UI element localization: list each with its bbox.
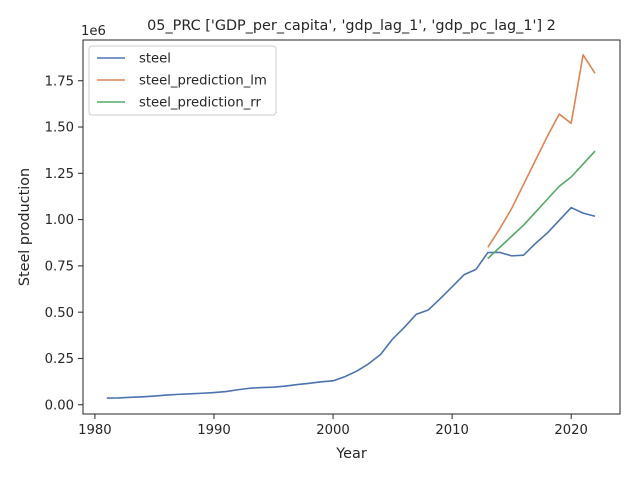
legend-box — [88, 45, 277, 116]
x-tick-label: 1990 — [197, 423, 231, 438]
y-tick-label: 0.00 — [45, 398, 74, 413]
axes-frame — [82, 39, 621, 415]
x-tick-label: 2020 — [554, 423, 588, 438]
y-tick-label: 1.75 — [45, 74, 74, 89]
series-lines — [106, 54, 596, 399]
y-tick-label: 0.75 — [45, 259, 74, 274]
series-line-steel_prediction_lm — [487, 54, 596, 248]
series-line-steel_prediction_rr — [487, 150, 596, 260]
y-axis-ticks: 0.00 0.25 0.50 0.75 1.00 1.25 1.50 1.75 — [45, 74, 83, 413]
x-axis-label: Year — [335, 446, 367, 462]
y-tick-label: 1.00 — [45, 213, 74, 228]
x-tick-label: 2010 — [435, 423, 469, 438]
y-tick-label: 0.50 — [45, 306, 74, 321]
y-axis-offset-label: 1e6 — [81, 24, 106, 39]
series-line-steel — [106, 206, 596, 399]
chart-title: 05_PRC ['GDP_per_capita', 'gdp_lag_1', '… — [147, 18, 556, 34]
legend: steel steel_prediction_lm steel_prediction… — [88, 45, 277, 116]
legend-label-steel_prediction_rr: steel_prediction_rr — [139, 96, 261, 111]
x-tick-label: 2000 — [316, 423, 350, 438]
legend-label-steel_prediction_lm: steel_prediction_lm — [139, 74, 267, 89]
x-axis-ticks: 1980 1990 2000 2010 2020 — [78, 414, 588, 438]
y-tick-label: 0.25 — [45, 352, 74, 367]
x-tick-label: 1980 — [78, 423, 112, 438]
y-axis-label: Steel production — [17, 168, 33, 286]
y-tick-label: 1.25 — [45, 167, 74, 182]
legend-label-steel: steel — [139, 52, 171, 67]
y-tick-label: 1.50 — [45, 121, 74, 136]
